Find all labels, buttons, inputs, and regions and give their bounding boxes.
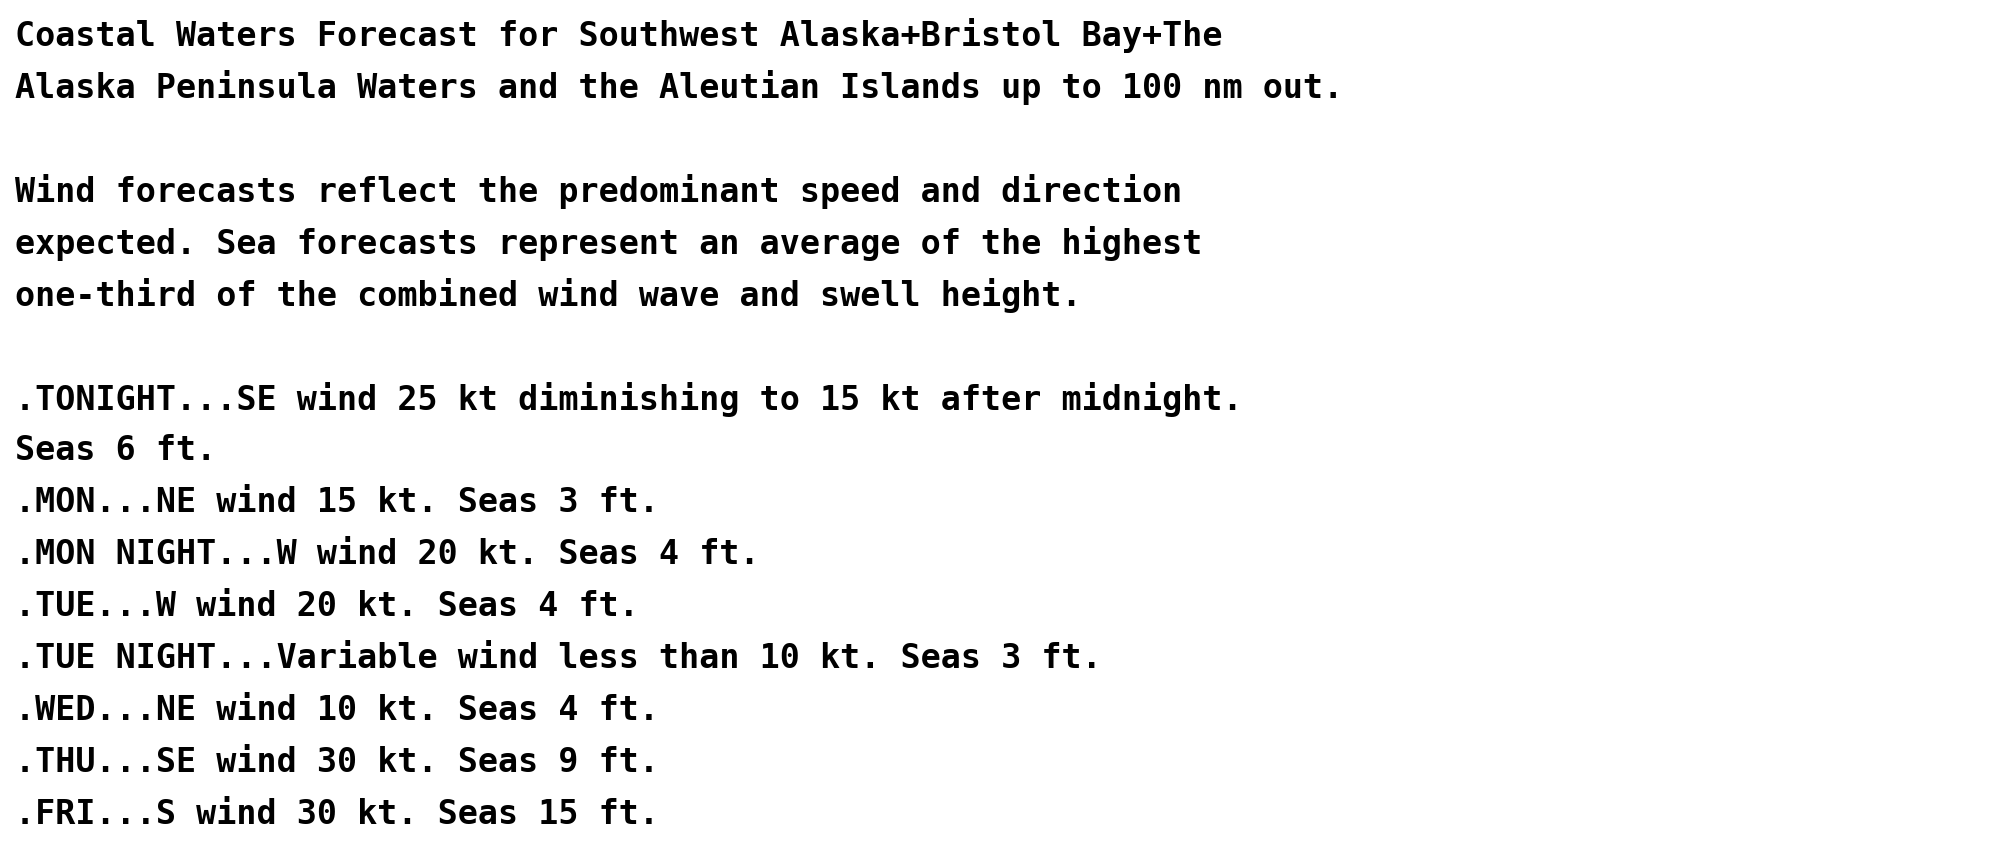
Text: .MON...NE wind 15 kt. Seas 3 ft.: .MON...NE wind 15 kt. Seas 3 ft.	[16, 486, 660, 519]
Text: one-third of the combined wind wave and swell height.: one-third of the combined wind wave and …	[16, 278, 1082, 313]
Text: .MON NIGHT...W wind 20 kt. Seas 4 ft.: .MON NIGHT...W wind 20 kt. Seas 4 ft.	[16, 538, 760, 571]
Text: Coastal Waters Forecast for Southwest Alaska+Bristol Bay+The: Coastal Waters Forecast for Southwest Al…	[16, 18, 1222, 53]
Text: Alaska Peninsula Waters and the Aleutian Islands up to 100 nm out.: Alaska Peninsula Waters and the Aleutian…	[16, 70, 1344, 105]
Text: .THU...SE wind 30 kt. Seas 9 ft.: .THU...SE wind 30 kt. Seas 9 ft.	[16, 746, 660, 779]
Text: .FRI...S wind 30 kt. Seas 15 ft.: .FRI...S wind 30 kt. Seas 15 ft.	[16, 798, 660, 831]
Text: Wind forecasts reflect the predominant speed and direction: Wind forecasts reflect the predominant s…	[16, 174, 1182, 209]
Text: Seas 6 ft.: Seas 6 ft.	[16, 434, 216, 467]
Text: .WED...NE wind 10 kt. Seas 4 ft.: .WED...NE wind 10 kt. Seas 4 ft.	[16, 694, 660, 727]
Text: .TUE NIGHT...Variable wind less than 10 kt. Seas 3 ft.: .TUE NIGHT...Variable wind less than 10 …	[16, 642, 1102, 675]
Text: .TONIGHT...SE wind 25 kt diminishing to 15 kt after midnight.: .TONIGHT...SE wind 25 kt diminishing to …	[16, 382, 1242, 417]
Text: expected. Sea forecasts represent an average of the highest: expected. Sea forecasts represent an ave…	[16, 226, 1202, 261]
Text: .TUE...W wind 20 kt. Seas 4 ft.: .TUE...W wind 20 kt. Seas 4 ft.	[16, 590, 638, 623]
